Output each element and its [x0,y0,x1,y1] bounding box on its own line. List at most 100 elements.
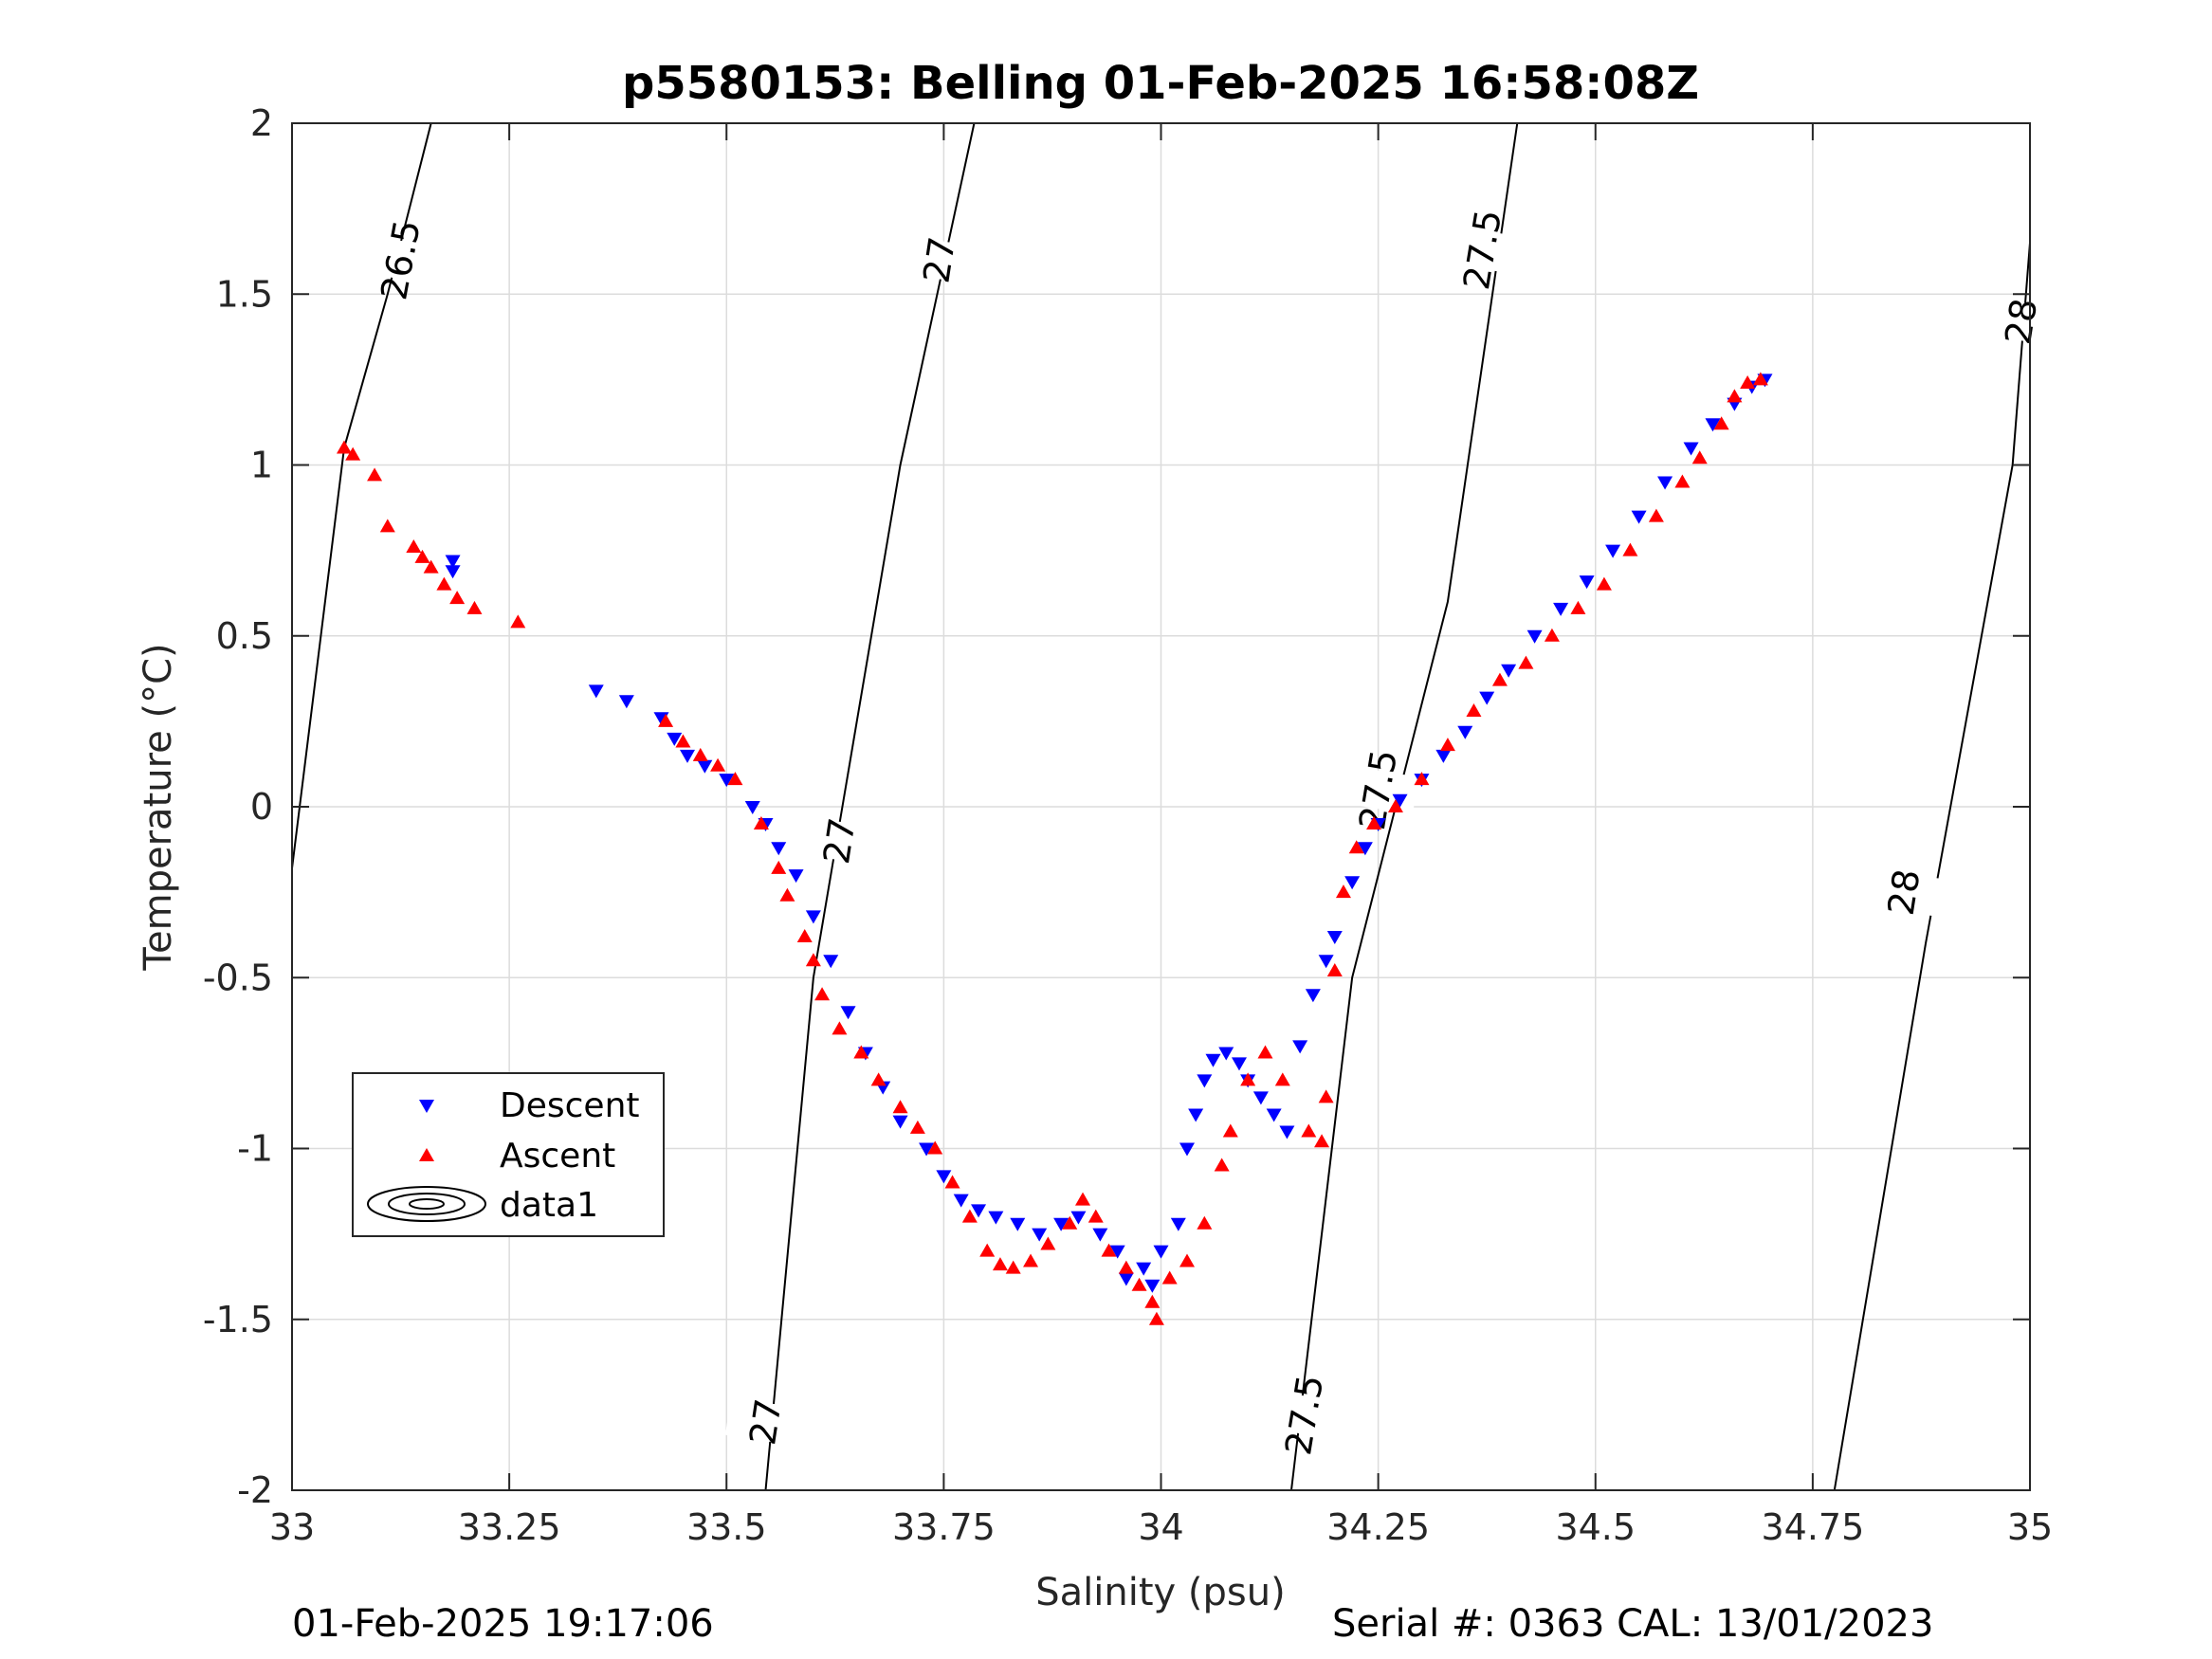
ascent-point [466,600,483,614]
contour-label-bg [1863,867,1945,918]
contour-label-bg [798,816,880,866]
ascent-point [1240,1072,1256,1086]
ascent-point [1197,1215,1213,1230]
legend: Descent Ascent data1 [352,1072,665,1237]
descent-point [1118,1272,1134,1286]
ascent-point [510,614,526,629]
y-tick-label: -0.5 [203,957,273,998]
ascent-point [1075,1192,1091,1206]
descent-point [1526,629,1543,644]
descent-point [1631,510,1647,524]
descent-point [1553,602,1569,616]
descent-point [1266,1108,1282,1122]
descent-point [1579,575,1595,590]
ascent-point [1740,374,1756,389]
ascent-point [1040,1236,1056,1250]
ascent-point [944,1175,960,1189]
descent-point [971,1204,987,1218]
legend-descent-label: Descent [500,1086,640,1125]
descent-point [1205,1053,1221,1067]
descent-point [788,869,804,884]
descent-point [823,955,839,969]
x-tick-label: 34.25 [1326,1506,1430,1548]
descent-point [1344,876,1361,890]
ascent-point [1752,372,1768,386]
descent-point [1305,989,1321,1003]
descent-point [1457,725,1473,739]
descent-point [1683,442,1699,456]
ascent-point [853,1045,869,1059]
legend-ascent-marker [419,1148,434,1161]
descent-point [1479,691,1495,705]
descent-point [1318,955,1334,969]
chart-title: p5580153: Belling 01-Feb-2025 16:58:08Z [622,57,1699,110]
legend-box [352,1072,665,1237]
descent-point [1292,1040,1308,1054]
ascent-point [1387,799,1403,812]
contour-line-27 [764,122,976,1491]
contour-label: 28 [1880,866,1929,919]
ascent-point [1713,416,1729,430]
descent-point [697,759,713,774]
legend-data1-label: data1 [500,1186,598,1225]
contour-label-bg [1441,225,1524,275]
x-tick-label: 33 [269,1506,315,1548]
ascent-point [1414,772,1430,786]
descent-point [1657,476,1673,490]
descent-point [1109,1245,1125,1259]
footer-timestamp: 01-Feb-2025 19:17:06 [292,1602,714,1646]
ascent-point [779,887,795,902]
descent-point [805,910,821,924]
descent-point [1153,1245,1169,1259]
descent-point [1326,930,1343,944]
descent-point [1231,1057,1247,1071]
x-tick-label: 35 [2007,1506,2053,1548]
descent-point [1705,418,1721,432]
ascent-point [1314,1134,1330,1148]
descent-point [667,732,683,746]
ascent-point [1274,1072,1290,1086]
y-tick-label: 0.5 [216,615,273,657]
ascent-point [710,757,726,772]
ascent-point [727,772,743,786]
descent-point [1279,1125,1295,1139]
ascent-point [1144,1294,1161,1308]
ascent-point [992,1257,1008,1271]
ascent-point [979,1243,996,1257]
contour-label-bg [1981,297,2062,347]
y-axis-label: Temperature (°C) [137,643,180,971]
descent-point [936,1170,952,1184]
ascent-point [1570,600,1586,614]
y-tick-label: -1.5 [203,1299,273,1340]
ascent-point [961,1209,978,1223]
ascent-point [1335,884,1351,899]
x-tick-label: 33.75 [892,1506,996,1548]
ascent-point [414,549,430,563]
y-tick-label: 2 [250,102,273,144]
ascent-point [771,860,787,874]
descent-point [1501,664,1517,678]
x-tick-label: 34.75 [1761,1506,1864,1548]
ascent-point [909,1120,925,1134]
ascent-point [1366,816,1382,830]
ascent-point [1622,542,1638,556]
descent-point [719,774,735,788]
descent-point [1144,1279,1161,1293]
ascent-point [796,928,813,942]
ascent-point [1062,1215,1078,1230]
ascent-point [436,576,452,591]
contour-label: 27 [915,234,963,285]
descent-point [680,749,696,763]
ascent-point [1023,1253,1039,1267]
ascent-point [1214,1158,1230,1172]
ascent-point [814,987,831,1001]
descent-point [1179,1142,1195,1157]
descent-point [1136,1262,1152,1276]
ascent-point [1348,840,1364,854]
x-tick-label: 33.5 [686,1506,767,1548]
descent-point [1092,1228,1108,1242]
descent-point [988,1211,1004,1225]
descent-point [953,1194,969,1208]
ascent-point [1118,1260,1134,1274]
